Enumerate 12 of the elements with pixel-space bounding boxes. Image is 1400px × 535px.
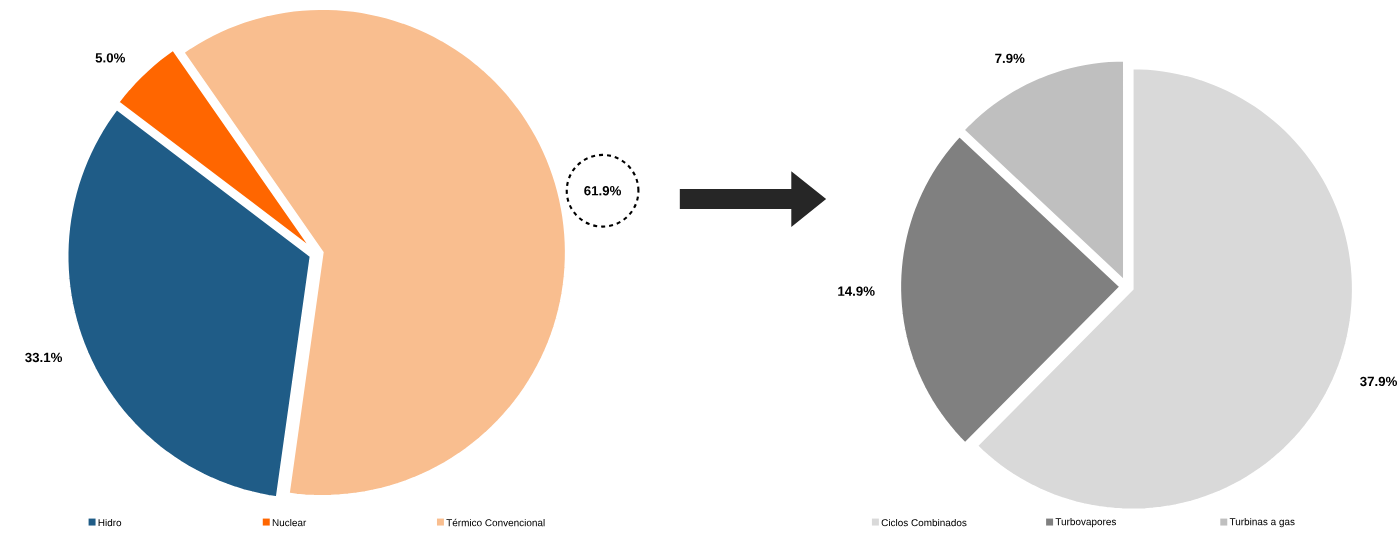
legend-label: Hidro: [98, 518, 122, 526]
data-label: 5.0%: [95, 52, 126, 63]
data-label: 61.9%: [584, 185, 622, 196]
legend-label: Turbovapores: [1055, 517, 1117, 527]
legend-label: Ciclos Combinados: [881, 518, 967, 526]
legend-label: Nuclear: [272, 518, 307, 526]
legend-label: Térmico Convencional: [446, 518, 545, 527]
data-label: 33.1%: [25, 352, 63, 362]
data-label: 7.9%: [995, 53, 1025, 63]
data-label: 14.9%: [838, 286, 875, 296]
data-label: 37.9%: [1360, 376, 1398, 386]
legend-label: Turbinas a gas: [1229, 517, 1295, 527]
